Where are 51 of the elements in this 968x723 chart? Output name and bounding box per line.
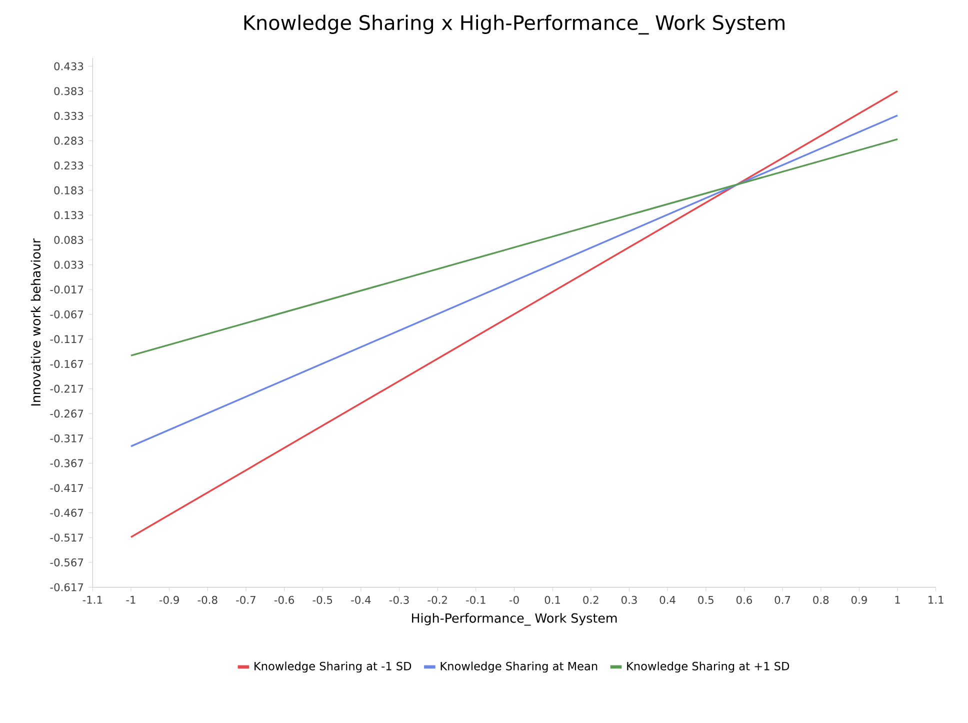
x-axis-title: High-Performance_ Work System: [412, 612, 617, 626]
x-tick-label: -0.9: [159, 596, 179, 604]
y-tick-label: 0.283: [54, 136, 84, 145]
y-tick-label: -0.217: [50, 384, 84, 393]
x-tick-label: 1.1: [928, 596, 944, 604]
x-tick-label: -0.4: [351, 596, 371, 604]
x-tick-label: 0.9: [851, 596, 867, 604]
y-tick-label: 0.133: [54, 210, 84, 219]
y-axis-title: Innovative work behaviour: [30, 238, 41, 406]
x-tick-label: -0.2: [428, 596, 447, 604]
x-tick-label: 0.1: [544, 596, 560, 604]
y-tick-label: -0.167: [50, 360, 84, 368]
x-tick-label: -0: [509, 596, 519, 604]
y-tick-label: 0.083: [54, 236, 84, 244]
x-tick-label: 0.4: [660, 596, 676, 604]
x-tick-label: 0.2: [583, 596, 598, 604]
y-tick-label: -0.567: [50, 558, 84, 566]
y-tick-label: -0.517: [50, 533, 84, 542]
x-tick-label: 0.7: [774, 596, 790, 604]
x-tick-label: 0.5: [698, 596, 714, 604]
y-tick-label: 0.183: [54, 186, 84, 194]
y-tick-label: -0.067: [50, 310, 84, 318]
x-tick-label: -0.3: [389, 596, 409, 604]
x-tick-label: -0.8: [198, 596, 218, 604]
x-tick-label: 1: [895, 596, 900, 604]
y-tick-label: -0.617: [50, 583, 84, 592]
y-tick-label: -0.367: [50, 458, 84, 468]
x-tick-label: -0.5: [312, 596, 332, 604]
legend-label: Knowledge Sharing at Mean: [440, 661, 598, 672]
y-tick-label: 0.433: [54, 62, 84, 70]
x-tick-label: 0.6: [736, 596, 752, 604]
y-tick-label: -0.117: [50, 334, 84, 343]
y-tick-label: -0.017: [50, 285, 84, 294]
x-tick-label: -1: [126, 596, 136, 604]
x-tick-label: -0.1: [466, 596, 486, 604]
x-tick-label: -1.1: [82, 596, 102, 604]
y-tick-label: 0.233: [54, 161, 84, 170]
y-tick-label: 0.383: [54, 86, 84, 95]
x-tick-label: 0.3: [621, 596, 637, 604]
x-tick-label: -0.7: [236, 596, 256, 604]
y-tick-label: -0.417: [50, 484, 84, 492]
y-tick-label: -0.267: [50, 409, 84, 418]
y-tick-label: -0.317: [50, 434, 84, 442]
x-tick-label: -0.6: [274, 596, 294, 604]
y-tick-label: -0.467: [50, 508, 84, 517]
legend-label: Knowledge Sharing at +1 SD: [627, 661, 790, 672]
y-tick-label: 0.333: [54, 112, 84, 120]
chart-title: Knowledge Sharing x High-Performance_ Work System: [244, 14, 784, 34]
x-tick-label: 0.8: [813, 596, 829, 604]
y-tick-label: 0.033: [54, 260, 84, 269]
legend-label: Knowledge Sharing at -1 SD: [254, 661, 412, 672]
